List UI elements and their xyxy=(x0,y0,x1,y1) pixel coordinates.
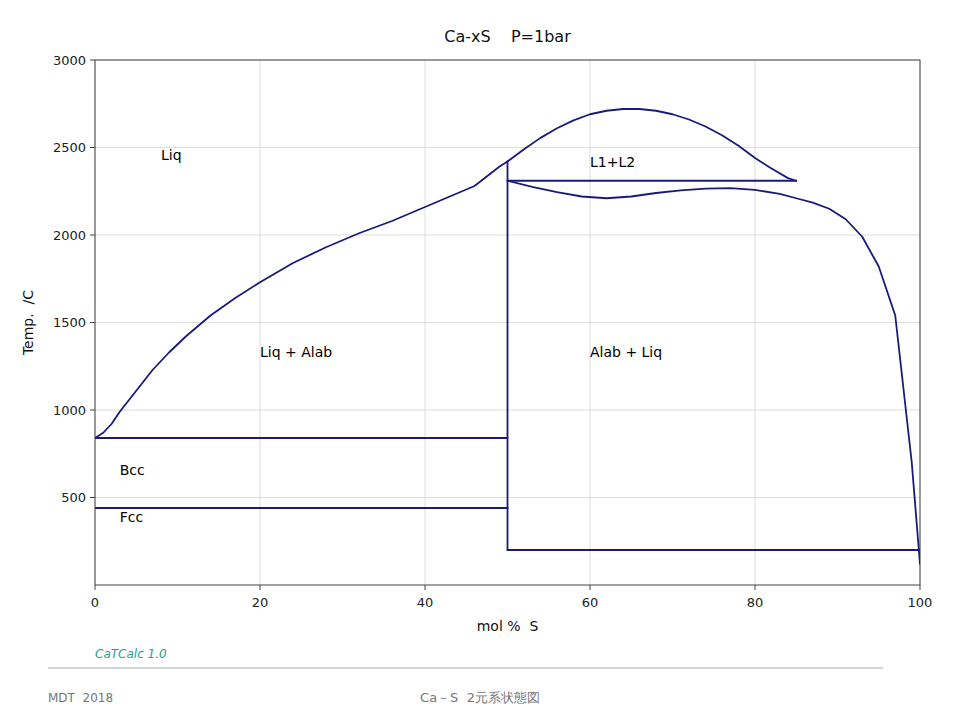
x-tick-label: 40 xyxy=(417,595,434,610)
x-tick-label: 60 xyxy=(582,595,599,610)
y-tick-label: 1500 xyxy=(53,315,86,330)
x-tick-label: 80 xyxy=(747,595,764,610)
footer-link: CaTCalc 1.0 xyxy=(95,647,167,661)
region-label: Fcc xyxy=(120,509,143,525)
phase-boundary xyxy=(95,507,508,509)
x-tick-label: 20 xyxy=(252,595,269,610)
y-tick xyxy=(90,235,95,236)
chart: 0 20 40 60 80 100 500 1000 1500 2000 2500 3000 mol %… xyxy=(0,0,960,720)
y-tick-label: 500 xyxy=(61,490,86,505)
grid xyxy=(95,60,920,585)
y-tick xyxy=(90,60,95,61)
y-tick xyxy=(90,410,95,411)
grid-line-y xyxy=(95,147,920,148)
phase-boundary xyxy=(508,180,797,182)
annotations: Liq L1+L2 Liq + Alab Alab + Liq Bcc Fcc xyxy=(120,147,662,525)
footer-separator xyxy=(48,668,883,669)
y-tick xyxy=(90,497,95,498)
phase-boundary xyxy=(507,162,509,509)
footer: CaTCalc 1.0 MDT 2018 Ca－S 2元系状態図 xyxy=(48,647,883,705)
axes: 0 20 40 60 80 100 500 1000 1500 2000 2500 3000 xyxy=(53,53,933,611)
phase-boundary xyxy=(95,162,508,439)
footer-left: MDT 2018 xyxy=(48,691,113,705)
x-tick xyxy=(260,585,261,590)
region-label: Liq + Alab xyxy=(260,344,332,360)
y-tick xyxy=(90,147,95,148)
x-tick xyxy=(920,585,921,590)
region-label: Alab + Liq xyxy=(590,344,662,360)
region-label: Liq xyxy=(161,147,182,163)
y-axis-label: Temp. /C xyxy=(20,290,36,356)
phase-boundary xyxy=(508,549,921,551)
y-tick-label: 3000 xyxy=(53,53,86,68)
x-tick-label: 0 xyxy=(91,595,99,610)
region-label: Bcc xyxy=(120,462,145,478)
x-tick-label: 100 xyxy=(908,595,933,610)
phase-boundary xyxy=(508,109,797,181)
x-tick xyxy=(95,585,96,590)
y-tick-label: 2500 xyxy=(53,140,86,155)
x-tick xyxy=(590,585,591,590)
title: Ca-xS P=1bar xyxy=(444,27,571,46)
y-tick-label: 2000 xyxy=(53,228,86,243)
phase-lines xyxy=(95,109,920,564)
y-tick-label: 1000 xyxy=(53,403,86,418)
plot-frame xyxy=(95,60,920,585)
y-tick xyxy=(90,322,95,323)
footer-center: Ca－S 2元系状態図 xyxy=(420,690,540,705)
x-tick xyxy=(755,585,756,590)
phase-boundary xyxy=(95,437,508,439)
x-axis-label: mol % S xyxy=(477,618,539,634)
phase-boundary xyxy=(508,181,921,564)
region-label: L1+L2 xyxy=(590,154,635,170)
x-tick xyxy=(425,585,426,590)
phase-boundary xyxy=(507,508,509,550)
